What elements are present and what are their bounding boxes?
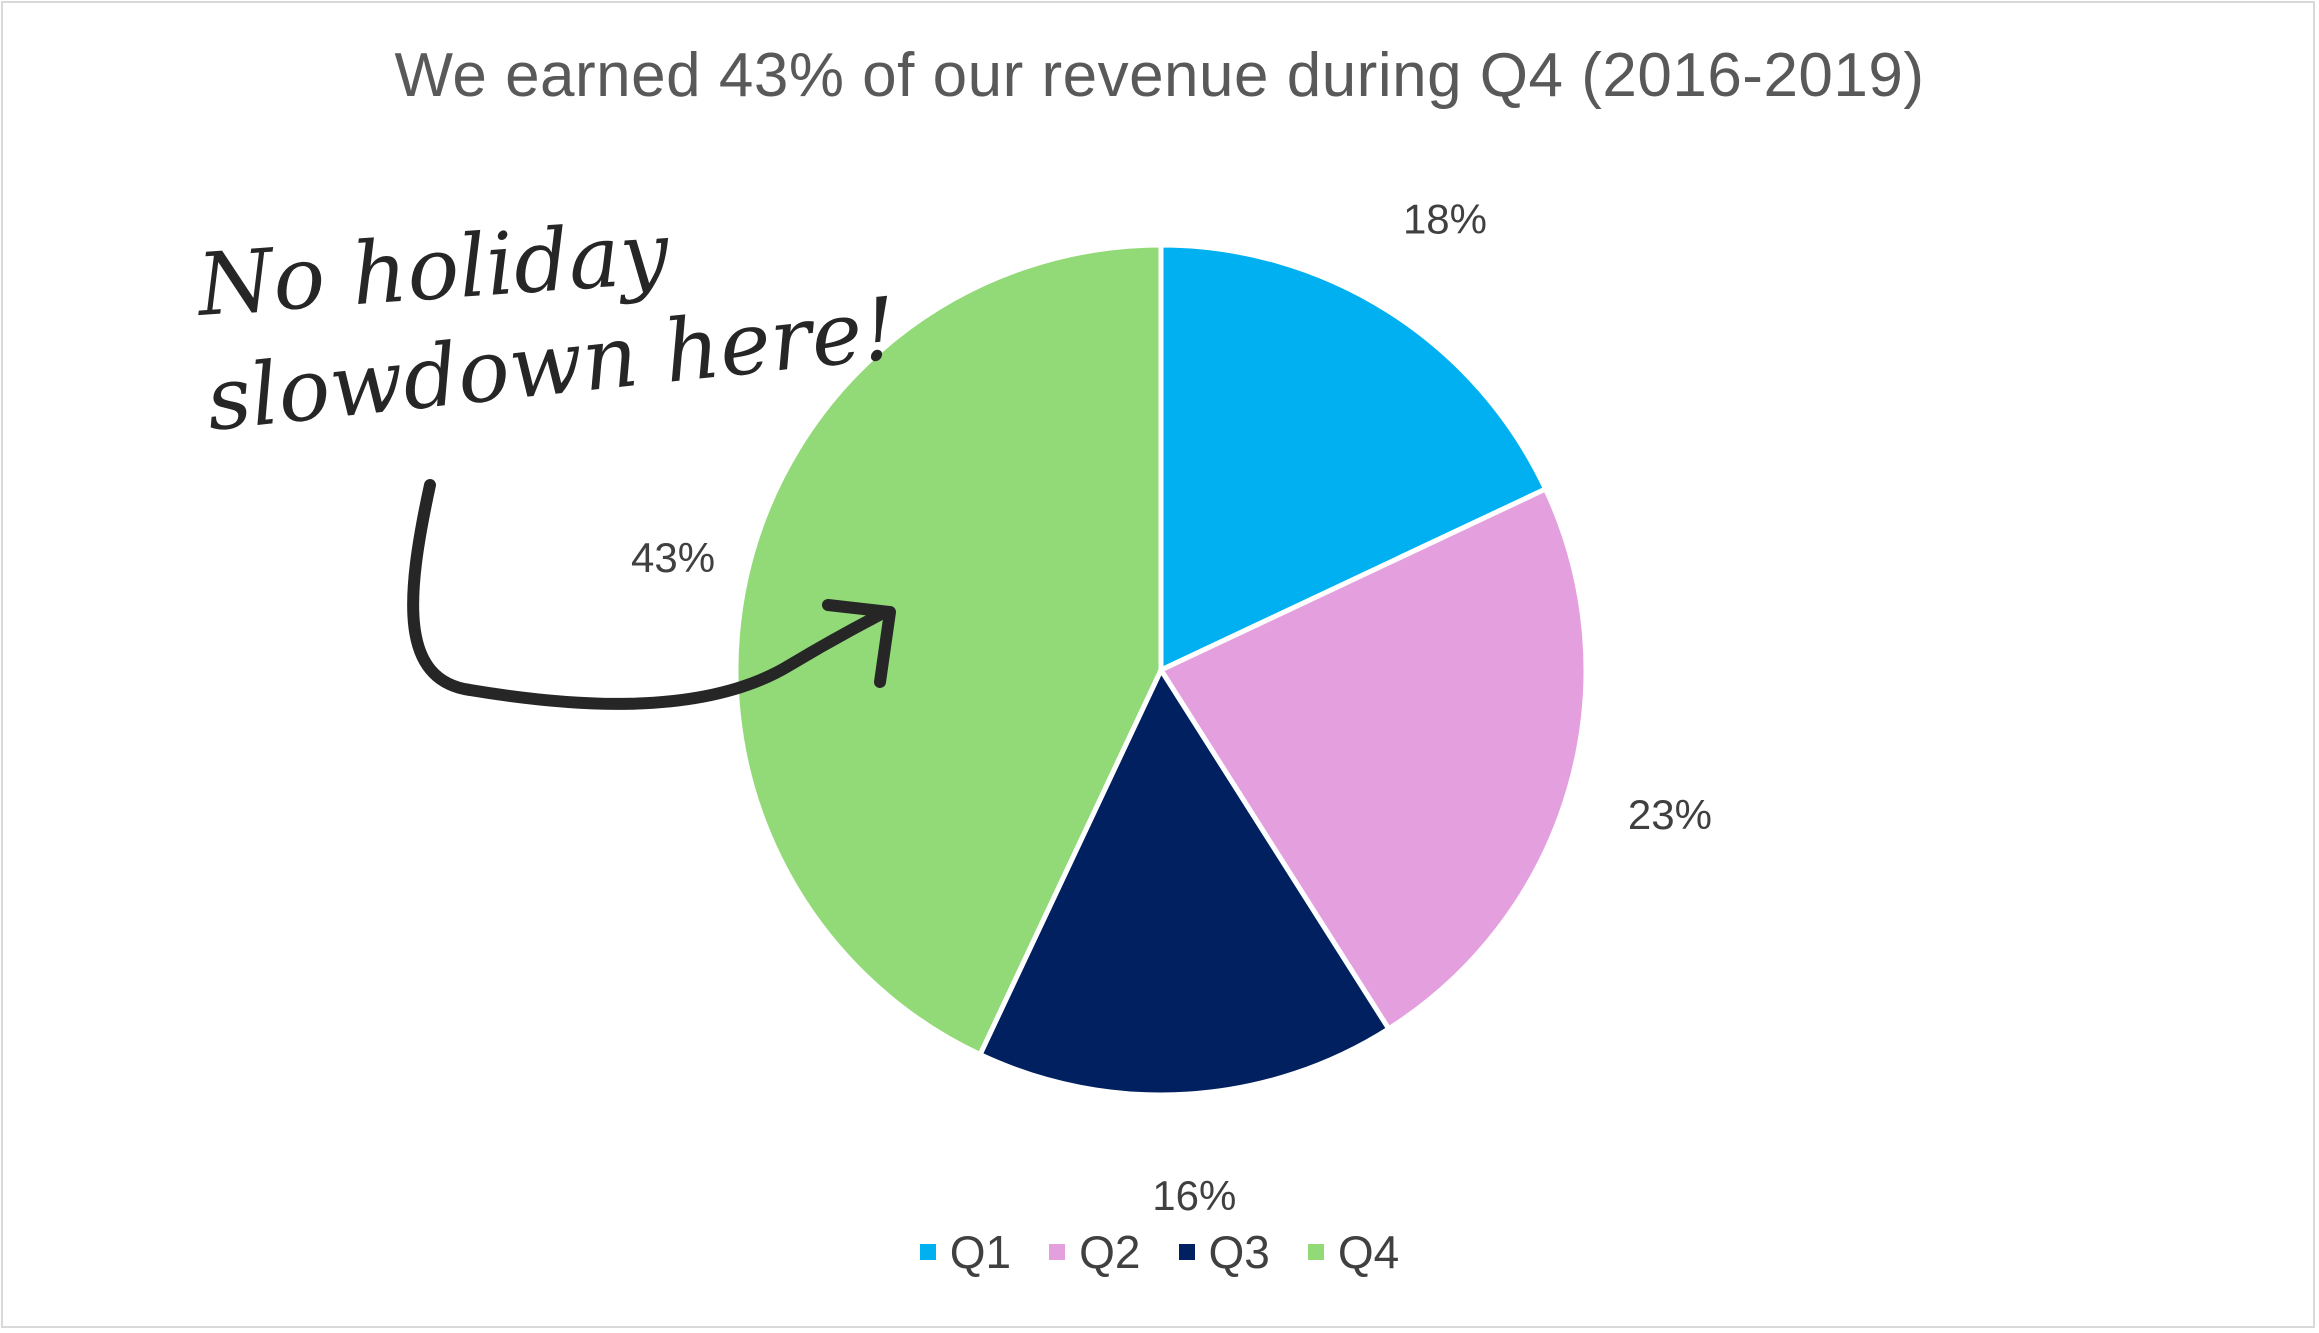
chart-legend: Q1 Q2 Q3 Q4 (0, 1225, 2319, 1279)
chart-title: We earned 43% of our revenue during Q4 (… (394, 41, 1925, 110)
legend-label-q4: Q4 (1337, 1226, 1400, 1278)
pie-slice-q2 (1157, 485, 1589, 1033)
legend-label-q1: Q1 (949, 1226, 1012, 1278)
pie-slice-q4 (733, 242, 1164, 1058)
legend-label-q3: Q3 (1208, 1226, 1270, 1278)
data-label-q3: 16% (1152, 1172, 1236, 1219)
data-label-q1: 18% (1403, 196, 1487, 243)
legend-item-q2: Q2 (1049, 1225, 1141, 1279)
pie-slice-q3 (976, 664, 1393, 1098)
legend-swatch-q4 (1307, 1244, 1324, 1260)
annotation-arrow (407, 479, 891, 710)
legend-item-q1: Q1 (919, 1225, 1012, 1279)
data-label-q4: 43% (631, 534, 715, 581)
data-labels: 18% 23% 16% 43% (631, 196, 1712, 1219)
data-label-q2: 23% (1628, 791, 1712, 838)
legend-swatch-q3 (1178, 1244, 1195, 1260)
legend-swatch-q2 (1049, 1244, 1066, 1260)
arrow-head-icon (822, 599, 896, 688)
legend-swatch-q1 (919, 1244, 936, 1260)
pie-slice-q1 (1158, 242, 1549, 674)
pie-slices (733, 242, 1589, 1098)
legend-item-q4: Q4 (1307, 1225, 1400, 1279)
legend-item-q3: Q3 (1178, 1225, 1270, 1279)
legend-label-q2: Q2 (1079, 1226, 1141, 1278)
